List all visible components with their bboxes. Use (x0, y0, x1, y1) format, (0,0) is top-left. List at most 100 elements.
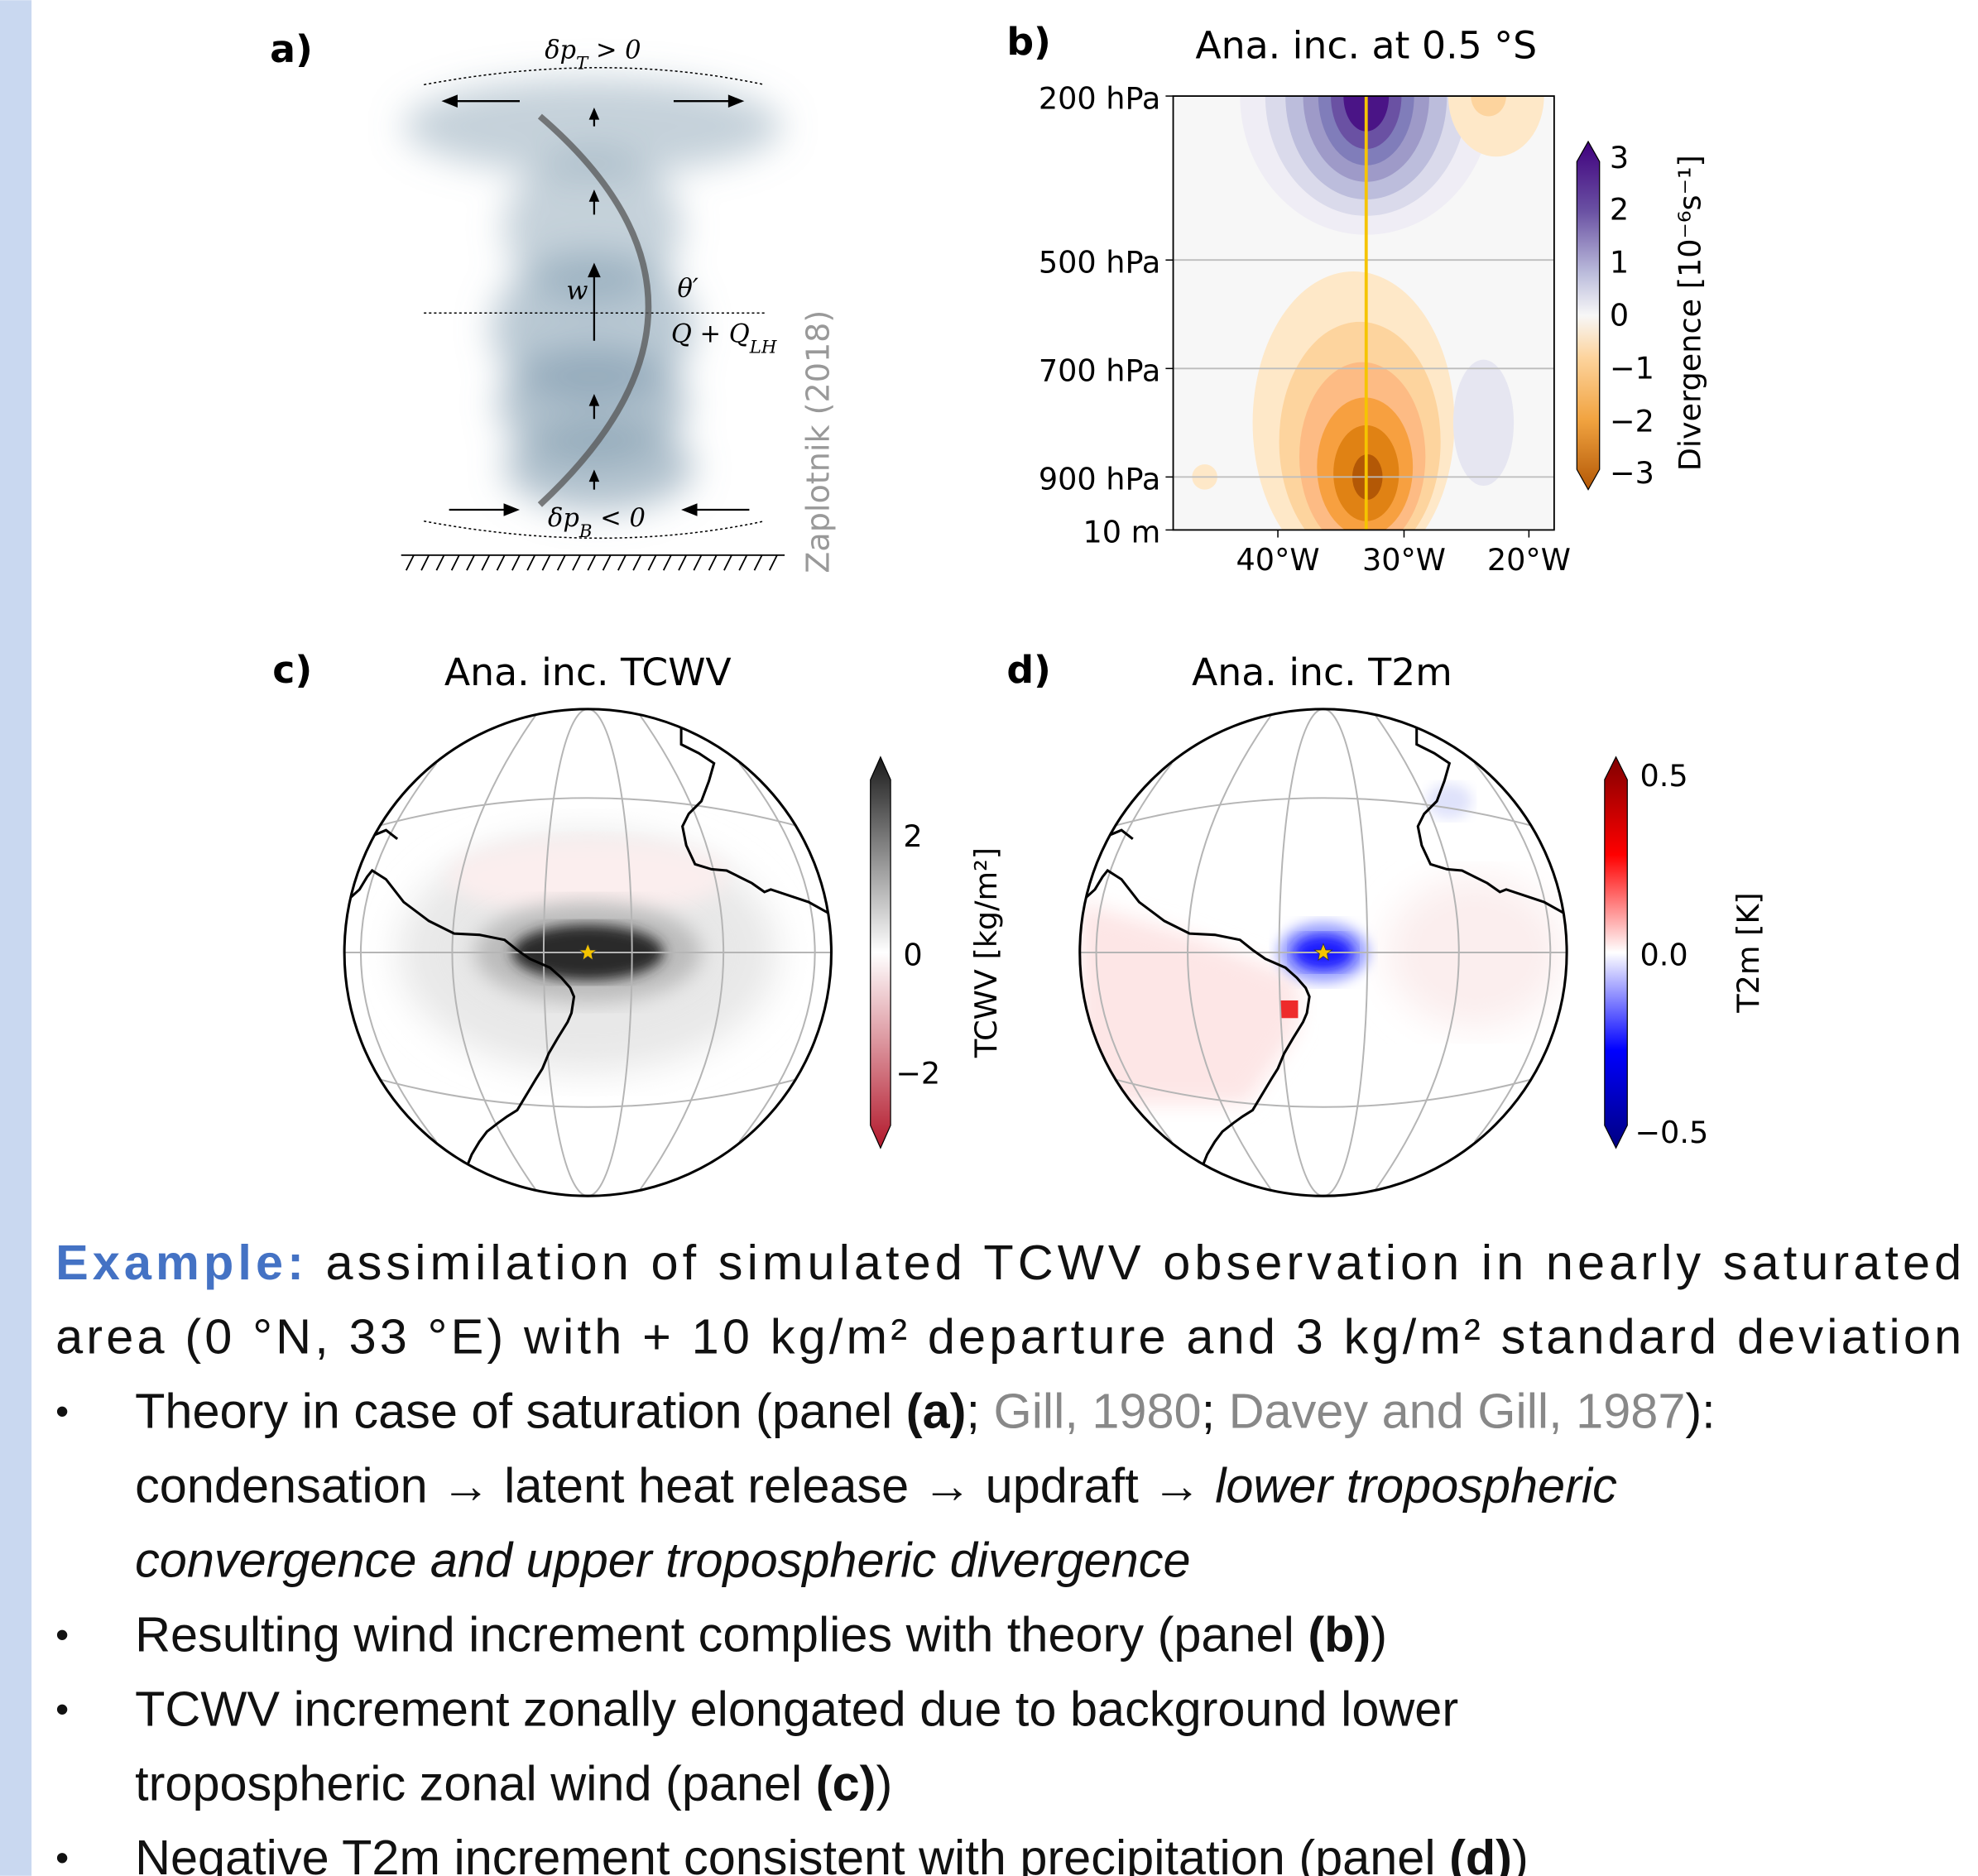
text-run: ; (1202, 1384, 1229, 1439)
grid-lines (1173, 259, 1554, 478)
graphic (588, 393, 600, 406)
plot-frame (1172, 95, 1555, 531)
colorbar-tick-label: −2 (895, 1056, 940, 1092)
graphic: • (55, 1614, 69, 1656)
graphic (449, 838, 727, 915)
text-run: assimilation of simulated TCWV observati… (326, 1235, 1962, 1290)
graphic (424, 520, 765, 540)
panel-b: b) Ana. inc. at 0.5 °S 200 hPa 500 hPa 7… (1006, 20, 1707, 578)
panel-title: Ana. inc. TCWV (444, 650, 732, 694)
colorbar-tick-label: −3 (1610, 455, 1654, 491)
graphic (1426, 783, 1472, 819)
graphic (578, 943, 598, 962)
colorbar-label: T2m [K] (1731, 892, 1766, 1013)
emphasis: lower tropospheric (1215, 1458, 1617, 1514)
graphic (1078, 708, 1568, 1197)
label-subscript: LH (749, 337, 777, 357)
label-part: < 0 (593, 504, 646, 533)
side-bar (0, 0, 32, 1876)
panel-title: Ana. inc. at 0.5 °S (1195, 23, 1537, 67)
top-pressure-label: δpT > 0 (545, 36, 641, 74)
text-run: Negative T2m increment consistent with p… (135, 1830, 1449, 1876)
credit: Zaplotnik (2018) (799, 310, 836, 573)
graphic (727, 94, 745, 108)
panel-ref: (a) (906, 1384, 967, 1439)
citation: Gill, 1980 (993, 1384, 1201, 1439)
label-part: δp (548, 504, 579, 533)
heating-label: Q + QLH (671, 319, 777, 357)
colorbar-tick-label: 3 (1610, 140, 1629, 175)
panel-label: d) (1006, 648, 1051, 692)
ground (401, 554, 785, 571)
intro-line: area (0 °N, 33 °E) with + 10 kg/m² depar… (55, 1309, 1961, 1365)
colorbar-tick-label: 2 (903, 818, 922, 854)
intro-line: Example: assimilation of simulated TCWV … (55, 1235, 1961, 1290)
graphic (1604, 756, 1628, 1149)
text-run: ) (876, 1755, 892, 1811)
panel-c: c) Ana. inc. TCWV 2 0 −2 TCWV [kg/m²] (272, 648, 1004, 1197)
text-run: ) (1512, 1830, 1529, 1876)
graphic (588, 469, 600, 482)
globe (343, 708, 833, 1197)
graphic (1447, 96, 1544, 157)
citation: Davey and Gill, 1987 (1229, 1384, 1686, 1439)
graphic (1313, 943, 1333, 962)
bullet-line: TCWV increment zonally elongated due to … (135, 1681, 1458, 1736)
y-tick-label: 900 hPa (1039, 462, 1160, 497)
arrows (441, 94, 750, 516)
graphic (1452, 359, 1515, 487)
graphic (1280, 1000, 1299, 1019)
bullet-line: convergence and upper tropospheric diver… (135, 1533, 1190, 1588)
graphic: • (55, 1837, 69, 1876)
w-label: w (566, 276, 588, 305)
panel-ref: (d) (1449, 1830, 1512, 1876)
graphic (1079, 708, 1568, 1197)
graphic (1471, 96, 1506, 117)
graphic (441, 94, 458, 108)
panel-ref: (b) (1308, 1606, 1371, 1662)
x-tick-label: 30°W (1362, 542, 1446, 578)
label-subscript: T (576, 53, 589, 74)
globe (1078, 708, 1568, 1197)
colorbar-tick-label: 0 (903, 937, 922, 972)
y-tick-label: 500 hPa (1039, 244, 1160, 280)
graphic (405, 554, 778, 571)
panel-title: Ana. inc. T2m (1192, 650, 1452, 694)
lead: Example: (55, 1235, 304, 1290)
colorbar-ticks: 3 2 1 0 −1 −2 −3 (1610, 140, 1654, 491)
graphic (588, 107, 600, 120)
bullet-line: tropospheric zonal wind (panel (c)) (135, 1755, 892, 1811)
graphic (503, 503, 521, 516)
graphic (870, 756, 891, 1149)
graphic (343, 708, 833, 1197)
graphic: • (55, 1390, 69, 1432)
graphic (403, 78, 783, 175)
colorbar-label: TCWV [kg/m²] (968, 847, 1004, 1058)
colorbar: 2 0 −2 TCWV [kg/m²] (870, 756, 1004, 1149)
colorbar-tick-label: 1 (1610, 244, 1629, 280)
description: Example: assimilation of simulated TCWV … (55, 1235, 1961, 1876)
graphic: 2 0 −2 (895, 818, 940, 1092)
label-part: Q + Q (671, 319, 750, 348)
y-tick-label: 200 hPa (1039, 80, 1160, 116)
graphic (681, 503, 698, 516)
colorbar-tick-label: −2 (1610, 404, 1654, 439)
text-run: ; (966, 1384, 993, 1439)
y-tick-label: 700 hPa (1039, 353, 1160, 389)
text-run: ): (1685, 1384, 1715, 1439)
graphic: 0.5 0.0 −0.5 (1635, 758, 1708, 1150)
text-run: Resulting wind increment complies with t… (135, 1606, 1308, 1662)
x-tick-label: 20°W (1487, 542, 1571, 578)
bottom-pressure-label: δpB < 0 (548, 504, 646, 542)
panel-label: c) (272, 648, 312, 692)
x-tick-label: 40°W (1236, 542, 1320, 578)
text-run: Theory in case of saturation (panel (135, 1384, 906, 1439)
colorbar-tick-label: 2 (1610, 191, 1629, 227)
label-part: > 0 (588, 36, 641, 65)
label-subscript: B (579, 521, 593, 541)
label-part: δp (545, 36, 576, 65)
graphic (588, 190, 600, 202)
theta-label: θ′ (678, 274, 699, 303)
text-run: ) (1371, 1606, 1387, 1662)
